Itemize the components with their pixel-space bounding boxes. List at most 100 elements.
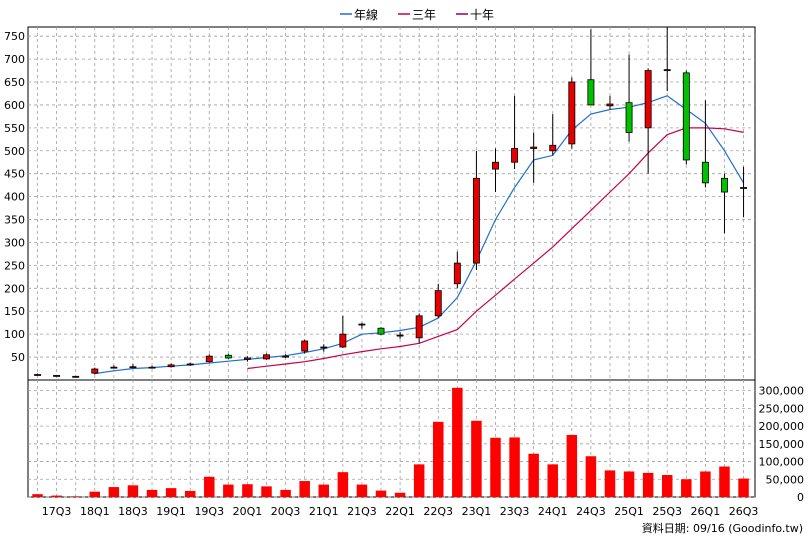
volume-bar — [261, 486, 272, 497]
x-tick-label: 19Q3 — [194, 505, 224, 518]
volume-bar — [108, 487, 120, 497]
candle-body — [453, 262, 461, 285]
volume-bar — [127, 485, 139, 497]
x-tick-label: 23Q1 — [462, 505, 492, 518]
price-tick-label: 150 — [4, 305, 25, 318]
candle-body — [587, 79, 595, 106]
candle-body — [682, 72, 690, 161]
volume-panel: 0 50,000 100,000 150,000 200,000 250,000 300,0… — [27, 379, 805, 504]
volume-tick-label: 0 — [797, 491, 804, 504]
volume-bar — [642, 472, 654, 497]
volume-tick-label: 100,000 — [759, 456, 805, 469]
legend-label: 十年 — [470, 8, 494, 22]
candle-body — [492, 161, 499, 170]
volume-bar — [146, 489, 158, 497]
volume-bar — [719, 466, 730, 497]
candle-body — [701, 161, 709, 184]
candle-body — [224, 354, 232, 359]
volume-tick-label: 250,000 — [759, 402, 805, 415]
candle-body — [91, 368, 99, 374]
x-tick-label: 25Q3 — [652, 505, 682, 518]
x-tick-label: 21Q3 — [347, 505, 377, 518]
price-tick-label: 450 — [4, 168, 25, 181]
price-tick-label: 200 — [4, 282, 25, 295]
candle-body — [320, 346, 328, 349]
volume-bar — [299, 481, 310, 497]
volume-bar — [509, 437, 520, 497]
price-tick-label: 50 — [11, 351, 25, 364]
price-tick-label: 400 — [4, 191, 25, 204]
volume-bar — [318, 484, 330, 497]
volume-bar — [604, 470, 616, 497]
candle-body — [243, 357, 251, 360]
volume-bar — [280, 489, 291, 497]
volume-bar — [452, 387, 463, 497]
data-date-label: 資料日期: 09/16 (Goodinfo.tw) — [642, 521, 803, 535]
price-tick-label: 600 — [4, 99, 25, 112]
candle-body — [358, 323, 366, 326]
volume-bar — [51, 495, 62, 497]
candle-body — [148, 366, 156, 369]
price-plot-area — [27, 26, 756, 381]
volume-bar — [337, 472, 349, 497]
candle-body — [721, 177, 728, 193]
x-tick-label: 21Q1 — [309, 505, 339, 518]
legend-label: 年線 — [354, 7, 378, 22]
candle-body — [377, 327, 385, 335]
volume-bar — [356, 484, 368, 497]
volume-bar — [413, 464, 425, 497]
volume-bar — [70, 496, 81, 497]
volume-bar — [184, 490, 196, 497]
volume-bar — [547, 464, 558, 497]
volume-bar — [738, 478, 749, 497]
volume-bar — [32, 494, 43, 497]
volume-bar — [681, 479, 692, 497]
candle-body — [606, 103, 614, 107]
candle-body — [568, 81, 576, 145]
candle-body — [110, 366, 118, 369]
volume-tick-label: 50,000 — [766, 473, 805, 486]
volume-bar — [204, 476, 215, 497]
volume-bar — [700, 471, 711, 497]
candle-body — [282, 355, 290, 358]
candle-body — [644, 70, 652, 129]
volume-tick-label: 200,000 — [759, 420, 805, 433]
price-tick-label: 650 — [4, 76, 25, 89]
candle-body — [167, 364, 175, 368]
volume-bar — [89, 491, 101, 497]
candle-body — [415, 315, 423, 339]
x-tick-label: 20Q1 — [233, 505, 263, 518]
price-tick-label: 300 — [4, 236, 25, 249]
price-panel: 50 100 150 200 250 300 350 400 450 500 550 600 650 70… — [4, 26, 756, 381]
candle-body — [740, 187, 748, 189]
candle-body — [434, 290, 442, 317]
volume-bar — [585, 456, 597, 497]
candle-body — [34, 374, 41, 376]
candle-body — [396, 334, 404, 337]
price-tick-label: 750 — [4, 30, 25, 43]
x-tick-label: 26Q1 — [691, 505, 721, 518]
volume-tick-label: 150,000 — [759, 438, 805, 451]
x-tick-label: 19Q1 — [156, 505, 186, 518]
volume-bar — [566, 434, 578, 497]
candle-body — [339, 333, 347, 348]
candle-body — [511, 148, 519, 163]
volume-bar — [165, 488, 177, 497]
volume-bar — [623, 471, 635, 497]
x-axis: 17Q3 18Q1 18Q3 19Q1 19Q3 20Q1 20Q3 21Q1 21Q3 22Q1… — [42, 505, 759, 518]
legend-label: 三年 — [412, 8, 436, 22]
candle-body — [186, 363, 194, 366]
volume-bar — [394, 492, 406, 497]
volume-tick-label: 300,000 — [759, 385, 805, 398]
candle-body — [53, 375, 61, 377]
candle-body — [625, 102, 633, 133]
price-tick-label: 500 — [4, 145, 25, 158]
x-tick-label: 17Q3 — [42, 505, 72, 518]
candle-body — [663, 69, 671, 72]
volume-bar — [471, 420, 482, 497]
candle-body — [129, 366, 137, 369]
volume-bar — [242, 484, 253, 497]
volume-bar — [223, 484, 234, 497]
